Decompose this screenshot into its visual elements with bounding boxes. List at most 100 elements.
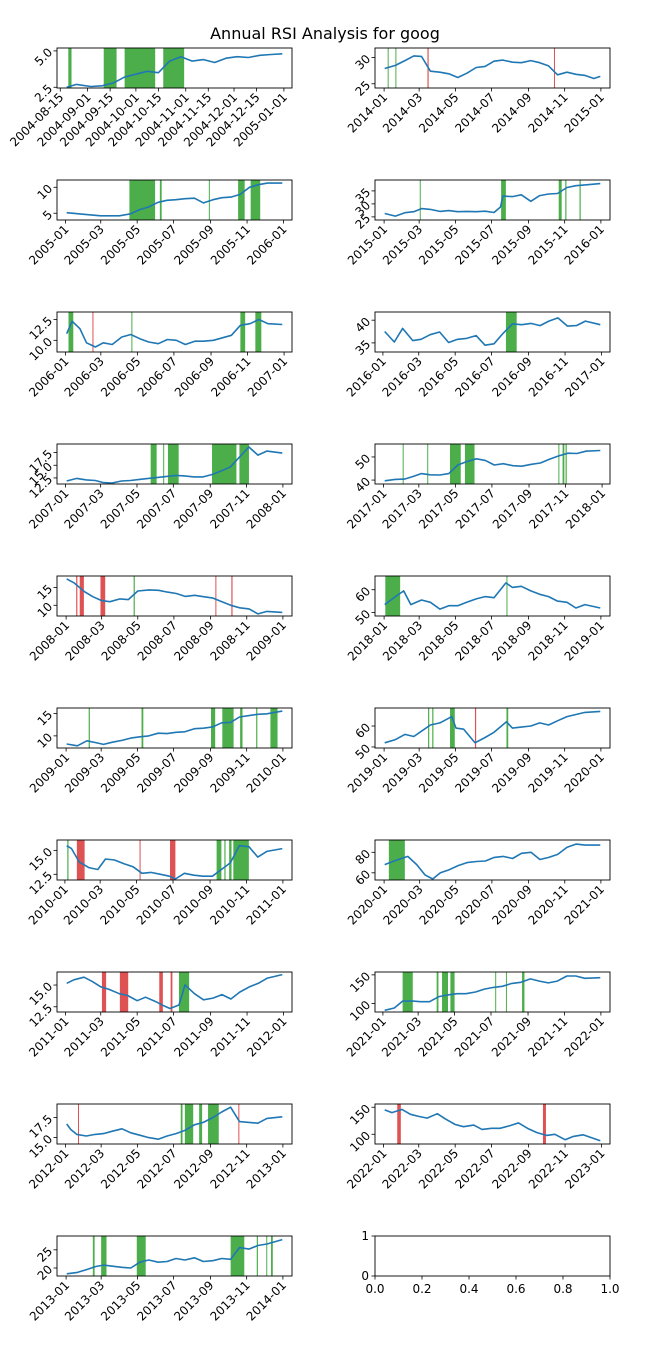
oversold-span <box>77 1104 79 1144</box>
y-tick-label: 20 <box>35 1262 56 1283</box>
axes-frame <box>374 443 611 485</box>
overbought-span <box>501 180 506 220</box>
oversold-span <box>553 48 555 88</box>
x-tick-label: 0.2 <box>412 1282 431 1296</box>
subplot-11: 2019-012019-032019-052019-072019-092019-… <box>345 707 611 796</box>
overbought-span <box>101 1236 107 1276</box>
overbought-span <box>266 1236 268 1276</box>
oversold-span <box>119 972 129 1012</box>
y-tick-label: 50 <box>353 741 374 762</box>
overbought-span <box>428 708 430 748</box>
y-tick-label: 40 <box>353 315 374 336</box>
x-tick-label: 0.8 <box>553 1282 572 1296</box>
x-tick-label: 2010-07 <box>134 882 179 927</box>
x-tick-label: 2008-01 <box>244 486 289 531</box>
axes-frame <box>56 1103 293 1145</box>
x-tick-label: 0.6 <box>506 1282 525 1296</box>
y-tick-label: 30 <box>353 52 374 73</box>
price-line <box>384 582 601 610</box>
overbought-span <box>159 180 162 220</box>
oversold-span <box>474 708 477 748</box>
oversold-span <box>170 840 176 880</box>
x-tick-label: 2014-01 <box>244 1278 289 1323</box>
x-tick-label: 2022-01 <box>562 1014 607 1059</box>
overbought-span <box>565 180 567 220</box>
y-tick-label: 0 <box>361 1269 369 1283</box>
x-tick-label: 2007-01 <box>245 354 290 399</box>
x-tick-label: 2023-01 <box>562 1146 607 1191</box>
axes-frame <box>374 179 611 221</box>
overbought-span <box>419 180 421 220</box>
x-tick-label: 2017-07 <box>453 486 498 531</box>
y-tick-label: 1 <box>361 1229 369 1243</box>
overbought-span <box>224 840 226 880</box>
axes-frame <box>56 707 293 749</box>
subplot-10: 2009-012009-032009-052009-072009-092009-… <box>27 707 293 796</box>
overbought-span <box>506 708 509 748</box>
x-tick-label: 2016-01 <box>562 222 607 267</box>
overbought-span <box>402 972 413 1012</box>
x-tick-label: 2020-01 <box>562 750 607 795</box>
subplot-5: 2016-012016-032016-052016-072016-092016-… <box>344 311 611 400</box>
subplot-3: 2015-012015-032015-052015-072015-092015-… <box>345 179 611 268</box>
y-tick-label: 60 <box>353 584 374 605</box>
y-tick-label: 15 <box>35 582 56 603</box>
overbought-span <box>230 1236 245 1276</box>
overbought-span <box>240 312 246 352</box>
axes-frame <box>56 575 293 617</box>
x-tick-label: 2017-01 <box>562 354 607 399</box>
axes-frame <box>374 47 611 89</box>
overbought-span <box>385 576 401 616</box>
overbought-span <box>199 1104 203 1144</box>
price-line <box>66 1238 283 1275</box>
overbought-span <box>565 444 567 484</box>
overbought-span <box>124 48 156 88</box>
overbought-span <box>464 444 475 484</box>
x-tick-label: 2006-01 <box>244 222 289 267</box>
price-line <box>66 182 283 217</box>
x-tick-label: 2010-01 <box>244 750 289 795</box>
axes-frame <box>374 311 611 353</box>
overbought-span <box>579 180 581 220</box>
subplot-12: 2010-012010-032010-052010-072010-092010-… <box>26 839 293 928</box>
overbought-span <box>150 444 157 484</box>
x-tick-label: 2011-01 <box>244 882 289 927</box>
y-tick-label: 15.0 <box>26 845 55 874</box>
overbought-span <box>505 972 507 1012</box>
overbought-span <box>211 708 216 748</box>
x-tick-label: 1.0 <box>600 1282 619 1296</box>
x-tick-label: 2006-07 <box>135 354 180 399</box>
oversold-span <box>79 576 84 616</box>
oversold-span <box>231 576 233 616</box>
overbought-span <box>495 972 497 1012</box>
oversold-span <box>397 1104 401 1144</box>
axes-frame <box>56 179 293 221</box>
x-tick-label: 2021-07 <box>452 1014 497 1059</box>
x-tick-label: 2015-01 <box>562 90 607 135</box>
x-tick-label: 2013-01 <box>244 1146 289 1191</box>
y-tick-label: 60 <box>353 867 374 888</box>
overbought-span <box>136 1236 146 1276</box>
overbought-span <box>103 48 117 88</box>
axes-frame <box>56 47 293 89</box>
oversold-span <box>159 972 163 1012</box>
overbought-span <box>208 180 210 220</box>
overbought-span <box>163 48 185 88</box>
price-line <box>66 710 283 747</box>
oversold-span <box>542 1104 546 1144</box>
overbought-span <box>450 708 455 748</box>
subplot-13: 2020-012020-032020-052020-072020-092020-… <box>345 839 611 928</box>
price-line <box>66 578 283 615</box>
subplot-16: 2012-012012-032012-052012-072012-092012-… <box>26 1103 293 1192</box>
overbought-span <box>92 1236 95 1276</box>
oversold-span <box>76 576 78 616</box>
price-line <box>384 317 601 347</box>
overbought-span <box>180 1104 183 1144</box>
overbought-span <box>141 708 144 748</box>
y-tick-label: 150 <box>347 969 373 995</box>
y-tick-label: 25 <box>353 78 374 99</box>
y-tick-label: 15.0 <box>26 979 55 1008</box>
overbought-span <box>506 576 508 616</box>
axes-frame <box>374 1103 611 1145</box>
